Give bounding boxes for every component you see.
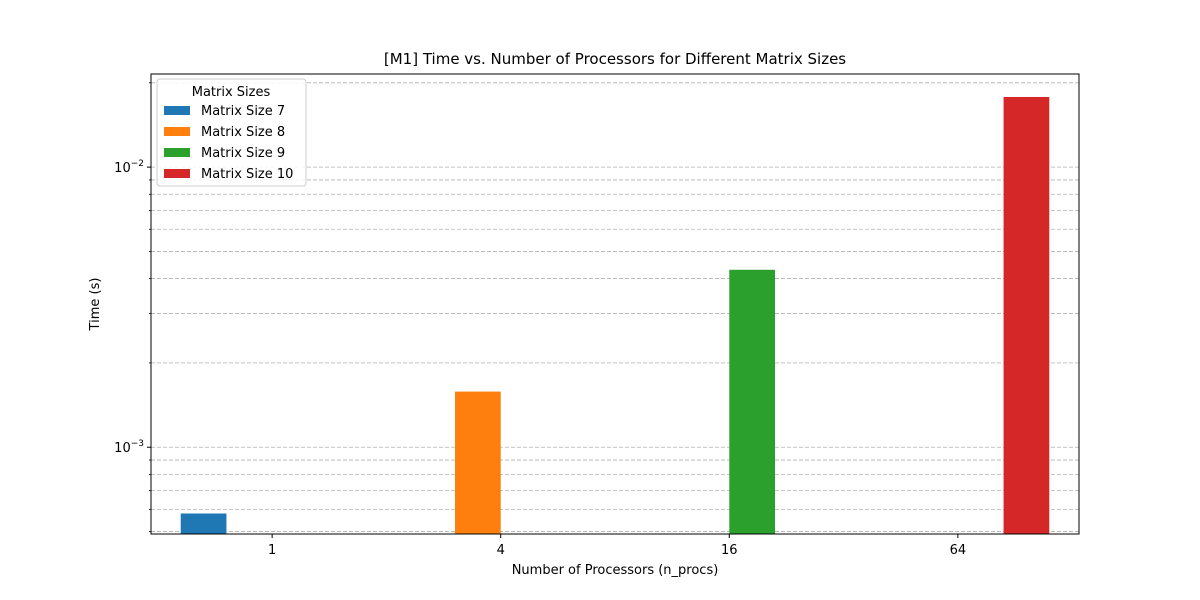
chart-title: [M1] Time vs. Number of Processors for D… xyxy=(384,50,846,68)
x-axis-ticks: 1 4 16 64 xyxy=(268,534,966,558)
x-tick-label: 64 xyxy=(950,543,967,558)
legend-swatch xyxy=(164,106,190,115)
legend-label: Matrix Size 10 xyxy=(201,167,293,182)
legend-label: Matrix Size 7 xyxy=(201,104,285,119)
x-tick-label: 16 xyxy=(721,543,738,558)
legend-label: Matrix Size 9 xyxy=(201,146,285,161)
y-tick-label: 10−3 xyxy=(114,439,144,456)
x-tick-label: 4 xyxy=(497,543,505,558)
bars xyxy=(180,96,1050,535)
bar-matrix-size-8-4 xyxy=(455,391,501,534)
bar-matrix-size-10-64 xyxy=(1003,96,1050,535)
y-axis-ticks: 10−3 10−2 xyxy=(114,82,151,532)
x-axis-label: Number of Processors (n_procs) xyxy=(512,563,719,578)
legend-box xyxy=(156,78,307,187)
legend-title: Matrix Sizes xyxy=(192,85,271,100)
legend-swatch xyxy=(164,169,190,178)
grid-lines xyxy=(151,82,1079,532)
plot-area-frame xyxy=(150,73,1080,535)
legend-items: Matrix Size 7 Matrix Size 8 Matrix Size 9 M… xyxy=(164,104,293,182)
legend-swatch xyxy=(164,127,190,136)
legend-label: Matrix Size 8 xyxy=(201,125,285,140)
bar-matrix-size-7-1 xyxy=(180,513,227,534)
x-tick-label: 1 xyxy=(268,543,276,558)
legend-swatch xyxy=(164,148,190,157)
bar-matrix-size-9-16 xyxy=(729,269,775,534)
y-tick-label: 10−2 xyxy=(114,159,144,176)
y-axis-label: Time (s) xyxy=(88,278,103,332)
